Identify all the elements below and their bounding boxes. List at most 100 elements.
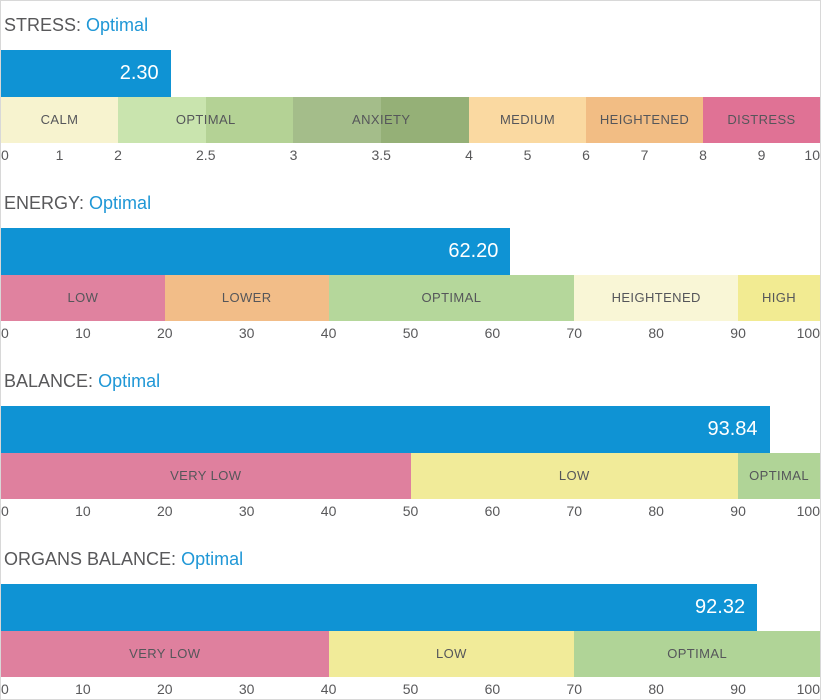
zone-band: VERY LOW LOW OPTIMAL	[1, 631, 820, 677]
axis-tick-4: 4	[465, 147, 473, 163]
value-bar-track: 93.84	[1, 406, 820, 453]
zone-label-very-low: VERY LOW	[129, 646, 201, 661]
value-label: 2.30	[119, 62, 159, 84]
metric-name-label: BALANCE:	[4, 371, 94, 391]
axis: 0 10 20 30 40 50 60 70 80 90 100	[1, 321, 820, 343]
axis-tick-30: 30	[238, 681, 255, 697]
metric-title: STRESS: Optimal	[1, 1, 820, 50]
axis: 0 1 2 2.5 3 3.5 4 5 6 7 8 9 10	[1, 143, 820, 165]
zone-segment	[703, 97, 820, 143]
zone-label-optimal: OPTIMAL	[421, 290, 482, 305]
zone-segment	[574, 631, 820, 677]
zone-segment	[1, 275, 165, 321]
zone-label-low: LOW	[67, 290, 99, 305]
axis-tick-10: 10	[75, 681, 91, 697]
zone-label-high: HIGH	[761, 290, 797, 305]
zone-segment	[381, 97, 469, 143]
zone-label-lower: LOWER	[221, 290, 272, 305]
axis-tick-70: 70	[566, 503, 583, 519]
metric-status-value: Optimal	[86, 15, 149, 35]
axis-tick-90: 90	[730, 325, 746, 341]
metric-name-label: ENERGY:	[4, 193, 85, 213]
zone-segment	[328, 275, 575, 321]
zone-label-distress: DISTRESS	[727, 112, 796, 127]
axis-tick-9: 9	[757, 147, 766, 163]
axis-tick-20: 20	[157, 325, 173, 341]
axis-tick-20: 20	[157, 681, 173, 697]
zone-segment	[118, 97, 206, 143]
zone-label-heightened: HEIGHTENED	[599, 112, 690, 127]
zone-band: CALM OPTIMAL ANXIETY MEDIUM HEIGHTENED DISTRE…	[1, 97, 820, 143]
metric-status-value: Optimal	[89, 193, 152, 213]
zone-label-low: LOW	[558, 468, 590, 483]
metric-name-label: ORGANS BALANCE:	[4, 549, 177, 569]
axis-tick-8: 8	[699, 147, 707, 163]
axis-tick-6: 6	[582, 147, 590, 163]
zone-segment	[410, 453, 739, 499]
value-bar: 62.20	[1, 228, 511, 275]
zone-band: LOW LOWER OPTIMAL HEIGHTENED HIGH	[1, 275, 820, 321]
zone-segment	[205, 97, 294, 143]
axis-tick-0: 0	[1, 503, 9, 519]
metric-name-label: STRESS:	[4, 15, 82, 35]
zone-segment	[1, 453, 411, 499]
axis-tick-7: 7	[640, 147, 649, 163]
axis-tick-2.5: 2.5	[196, 147, 216, 163]
axis-tick-3.5: 3.5	[371, 147, 391, 163]
axis-tick-10: 10	[804, 147, 820, 163]
axis-tick-60: 60	[484, 325, 501, 341]
axis-tick-0: 0	[1, 325, 9, 341]
axis-tick-60: 60	[484, 681, 501, 697]
value-bar: 2.30	[1, 50, 171, 97]
zone-segment	[574, 275, 739, 321]
gauge-balance: BALANCE: Optimal 93.84 VERY LOW LOW OPTIMA…	[1, 357, 820, 521]
zone-segment	[738, 453, 820, 499]
metric-title: ENERGY: Optimal	[1, 179, 820, 228]
axis-tick-40: 40	[320, 681, 337, 697]
value-label: 93.84	[707, 418, 758, 440]
zone-label-optimal: OPTIMAL	[749, 468, 809, 483]
axis-tick-100: 100	[796, 325, 820, 341]
axis-tick-3: 3	[289, 147, 298, 163]
axis-tick-0: 0	[1, 681, 9, 697]
zone-label-optimal: OPTIMAL	[667, 646, 728, 661]
zone-label-low: LOW	[436, 646, 467, 661]
value-bar: 92.32	[1, 584, 758, 631]
axis-tick-0: 0	[1, 147, 9, 163]
axis-tick-10: 10	[75, 503, 91, 519]
axis-tick-2: 2	[114, 147, 122, 163]
value-label: 62.20	[448, 240, 499, 262]
axis-tick-50: 50	[402, 681, 419, 697]
zone-label-optimal: OPTIMAL	[175, 112, 236, 127]
metric-title: BALANCE: Optimal	[1, 357, 820, 406]
gauge-organs-balance: ORGANS BALANCE: Optimal 92.32 VERY LOW LO…	[1, 535, 820, 699]
zone-segment	[293, 97, 382, 143]
axis-tick-30: 30	[238, 503, 255, 519]
zone-segment	[1, 97, 118, 143]
zone-segment	[1, 631, 329, 677]
zone-label-very-low: VERY LOW	[170, 468, 242, 483]
value-bar: 93.84	[1, 406, 770, 453]
axis-tick-70: 70	[566, 681, 583, 697]
axis-tick-50: 50	[402, 503, 419, 519]
axis-tick-1: 1	[55, 147, 64, 163]
axis-tick-20: 20	[157, 503, 173, 519]
axis-tick-80: 80	[648, 503, 664, 519]
axis-tick-5: 5	[523, 147, 532, 163]
axis-tick-90: 90	[730, 503, 746, 519]
zone-band: VERY LOW LOW OPTIMAL	[1, 453, 820, 499]
zone-segment	[586, 97, 703, 143]
axis-tick-30: 30	[238, 325, 255, 341]
zone-segment	[164, 275, 329, 321]
metric-status-value: Optimal	[181, 549, 244, 569]
axis: 0 10 20 30 40 50 60 70 80 90 100	[1, 677, 820, 699]
axis-tick-60: 60	[484, 503, 501, 519]
axis-tick-80: 80	[648, 325, 664, 341]
axis-tick-100: 100	[796, 503, 820, 519]
axis-tick-100: 100	[796, 681, 820, 697]
zone-label-medium: MEDIUM	[499, 112, 556, 127]
axis-tick-90: 90	[730, 681, 746, 697]
axis: 0 10 20 30 40 50 60 70 80 90 100	[1, 499, 820, 521]
